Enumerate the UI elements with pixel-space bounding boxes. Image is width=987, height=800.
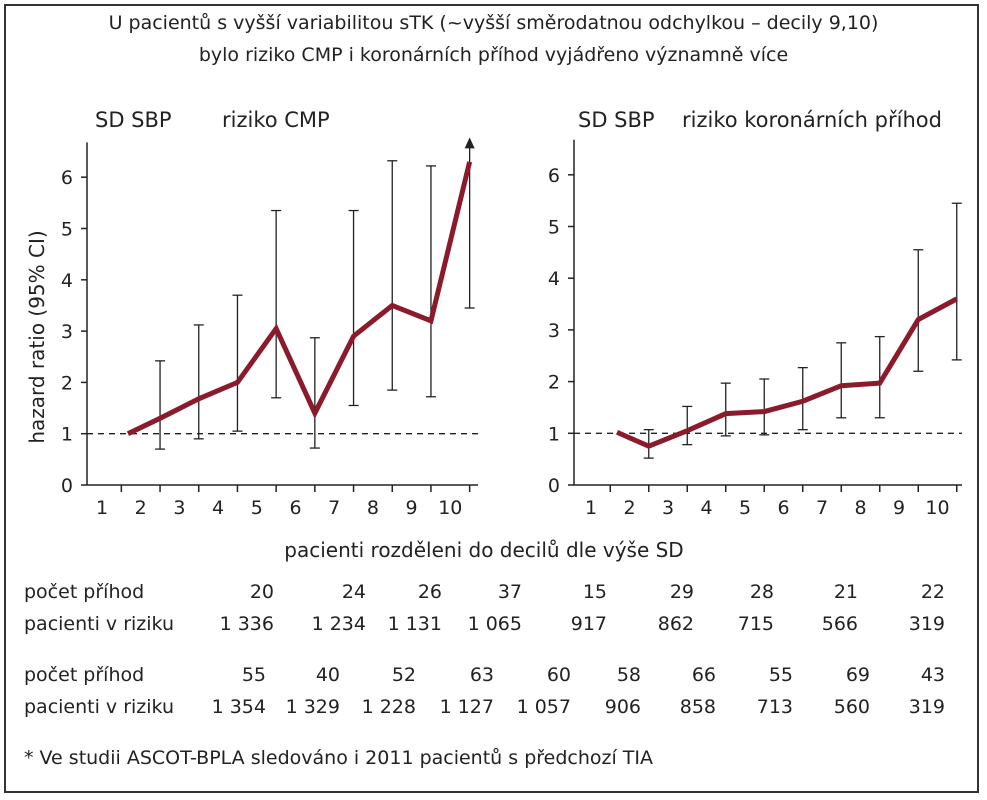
y-tick-label: 4	[61, 270, 73, 292]
y-tick-label: 6	[548, 165, 560, 187]
x-tick-label: 3	[662, 497, 674, 519]
x-tick-label: 1	[96, 497, 108, 519]
y-tick-label: 0	[61, 475, 73, 497]
stroke-events-cell: 20	[249, 581, 274, 603]
coronary-at-risk-cell: 1 329	[285, 696, 340, 718]
x-tick-label: 10	[925, 497, 949, 519]
y-tick-label: 1	[61, 424, 73, 446]
x-tick-label: 7	[816, 497, 828, 519]
stroke-at-risk-cell: 319	[908, 613, 945, 635]
coronary-at-risk-cell: 1 127	[439, 696, 494, 718]
y-tick-label: 3	[548, 320, 560, 342]
y-tick-label: 4	[548, 268, 560, 290]
stroke-at-risk-cell: 862	[657, 613, 694, 635]
stroke-panel: 0 1 2 3 4 5 6 1 2 3 4 5 6 7 8 9 10 SD SBP riziko CMP	[61, 108, 478, 519]
coronary-at-risk-cell: 906	[604, 696, 641, 718]
coronary-events-cell: 60	[546, 664, 571, 686]
stroke-at-risk-cell: 566	[821, 613, 858, 635]
coronary-events-cell: 66	[691, 664, 716, 686]
coronary-at-risk-cell: 1 057	[516, 696, 571, 718]
figure-frame	[4, 4, 979, 793]
panel-label-sd-sbp: SD SBP	[578, 108, 655, 132]
panel-label-risk: riziko koronárních příhod	[682, 108, 942, 132]
x-tick-label: 7	[328, 497, 340, 519]
stroke-at-risk-cell: 715	[737, 613, 774, 635]
stroke-events-cell: 24	[341, 581, 366, 603]
x-tick-label: 6	[777, 497, 789, 519]
at-risk-row-label: pacienti v riziku	[24, 613, 175, 635]
y-tick-label: 5	[548, 217, 560, 239]
panel-label-sd-sbp: SD SBP	[95, 108, 172, 132]
coronary-events-cell: 43	[920, 664, 945, 686]
stroke-events-cell: 26	[417, 581, 442, 603]
y-tick-label: 1	[548, 423, 560, 445]
x-tick-label: 8	[367, 497, 379, 519]
y-tick-label: 5	[61, 219, 73, 241]
y-tick-label: 6	[61, 167, 73, 189]
y-tick-label: 0	[548, 475, 560, 497]
coronary-events-cell: 52	[391, 664, 416, 686]
y-tick-label: 2	[548, 372, 560, 394]
stroke-at-risk-cell: 1 336	[219, 613, 274, 635]
upper-limit-arrow	[464, 137, 475, 149]
x-tick-label: 9	[893, 497, 905, 519]
footnote: * Ve studii ASCOT-BPLA sledováno i 2011 …	[24, 747, 654, 769]
stroke-events-cell: 28	[749, 581, 774, 603]
x-axis-label: pacienti rozděleni do decilů dle výše SD	[284, 538, 683, 562]
x-tick-label: 4	[700, 497, 712, 519]
x-tick-label: 1	[585, 497, 597, 519]
coronary-events-cell: 58	[616, 664, 641, 686]
x-tick-label: 6	[289, 497, 301, 519]
y-tick-label: 3	[61, 321, 73, 343]
coronary-at-risk-cell: 1 354	[211, 696, 266, 718]
stroke-at-risk-cell: 1 234	[311, 613, 366, 635]
stroke-events-cell: 22	[920, 581, 945, 603]
series-line	[126, 161, 473, 436]
y-tick-label: 2	[61, 372, 73, 394]
stroke-at-risk-cell: 1 131	[387, 613, 442, 635]
x-tick-label: 3	[173, 497, 185, 519]
coronary-at-risk-cell: 713	[756, 696, 793, 718]
stroke-events-cell: 21	[833, 581, 858, 603]
coronary-at-risk-cell: 1 228	[361, 696, 416, 718]
coronary-events-cell: 55	[241, 664, 266, 686]
x-tick-label: 10	[438, 497, 462, 519]
x-tick-label: 4	[212, 497, 224, 519]
chart-title-line-1: U pacientů s vyšší variabilitou sTK (~vy…	[108, 12, 879, 34]
coronary-events-cell: 40	[315, 664, 340, 686]
coronary-at-risk-cell: 319	[908, 696, 945, 718]
stroke-events-cell: 15	[582, 581, 607, 603]
events-row-label: počet příhod	[24, 581, 145, 603]
x-tick-label: 9	[406, 497, 418, 519]
coronary-events-cell: 69	[845, 664, 870, 686]
coronary-panel: 0 1 2 3 4 5 6 1 2 3 4 5 6 7 8 9 10 SD SBP riziko koronární…	[548, 108, 962, 519]
x-tick-label: 5	[251, 497, 263, 519]
stroke-events-cell: 37	[497, 581, 522, 603]
at-risk-row-label: pacienti v riziku	[24, 696, 175, 718]
series-line	[615, 296, 958, 449]
x-tick-label: 2	[623, 497, 635, 519]
x-tick-label: 5	[739, 497, 751, 519]
coronary-at-risk-cell: 858	[679, 696, 716, 718]
events-row-label: počet příhod	[24, 664, 145, 686]
x-tick-label: 8	[854, 497, 866, 519]
coronary-events-cell: 63	[469, 664, 494, 686]
coronary-at-risk-cell: 560	[833, 696, 870, 718]
panel-label-risk: riziko CMP	[222, 108, 330, 132]
coronary-events-cell: 55	[768, 664, 793, 686]
stroke-at-risk-cell: 917	[570, 613, 607, 635]
stroke-events-cell: 29	[669, 581, 694, 603]
chart-title-line-2: bylo riziko CMP i koronárních příhod vyj…	[198, 44, 789, 66]
y-axis-label: hazard ratio (95% CI)	[25, 230, 49, 443]
x-tick-label: 2	[135, 497, 147, 519]
stroke-at-risk-cell: 1 065	[467, 613, 522, 635]
